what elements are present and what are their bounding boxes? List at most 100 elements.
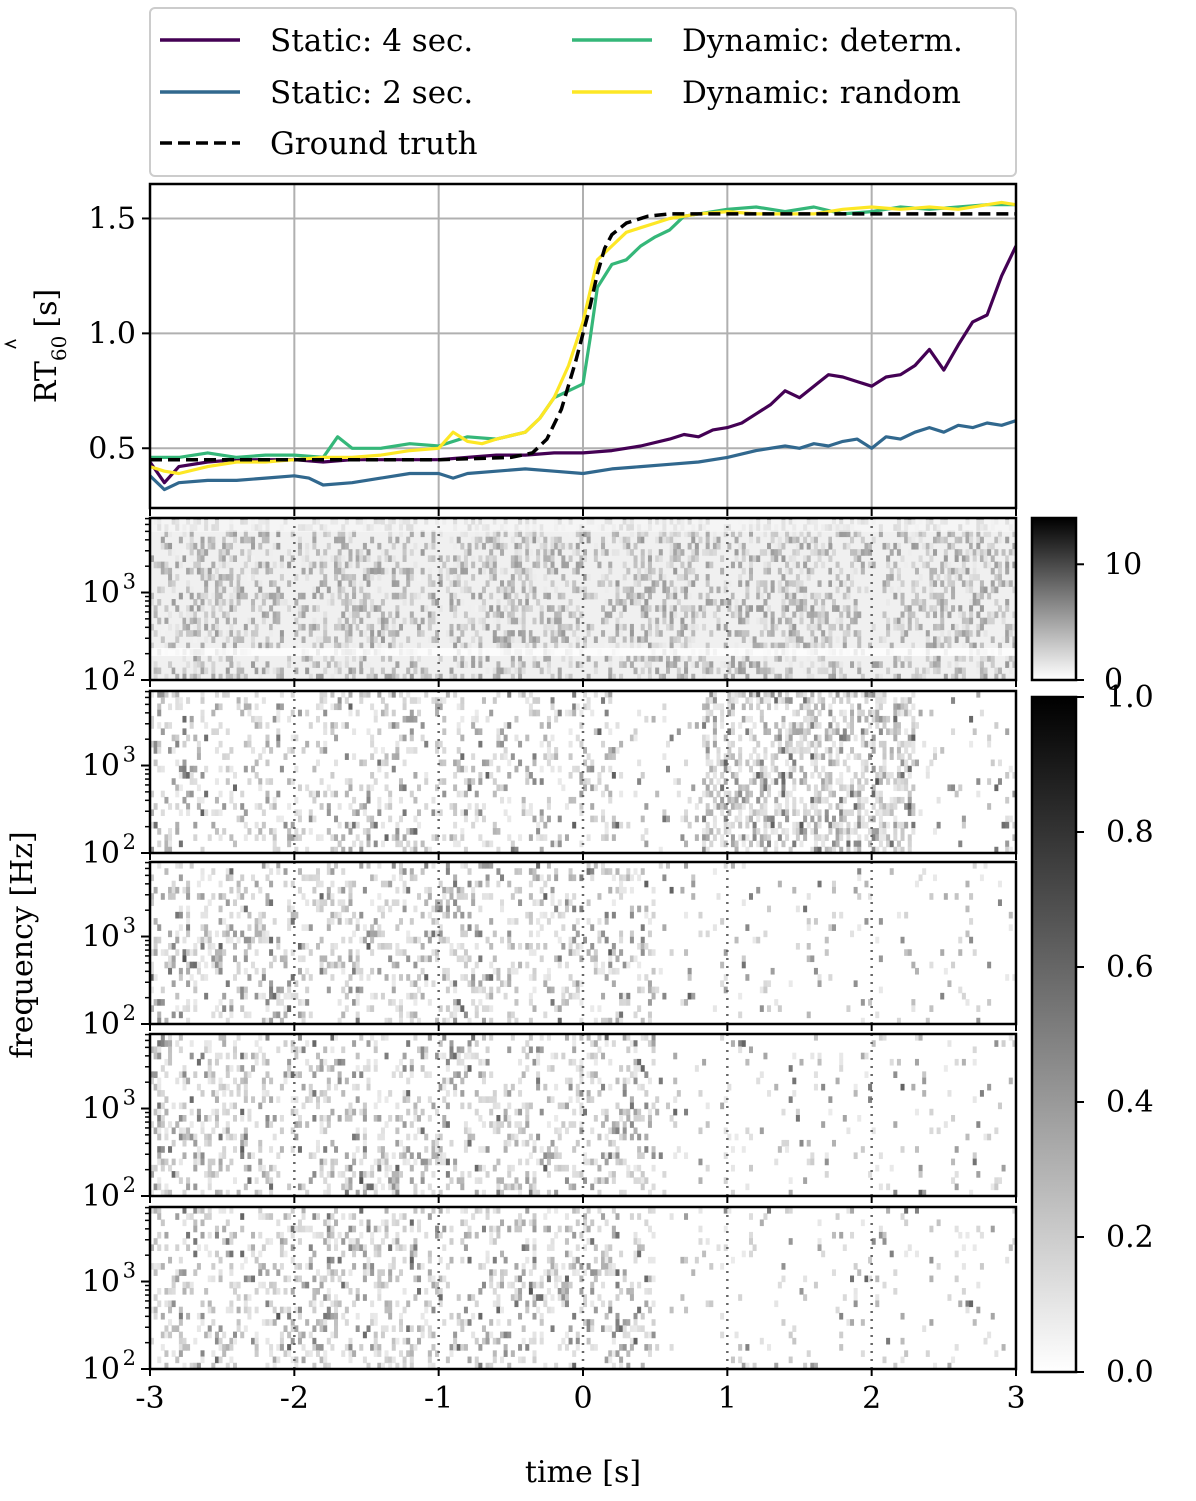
- spectrogram-cell: [518, 549, 523, 556]
- spectrogram-cell: [716, 530, 721, 538]
- spectrogram-cell: [344, 617, 349, 625]
- spectrogram-cell: [413, 828, 418, 835]
- spectrogram-cell: [384, 880, 389, 888]
- spectrogram-cell: [189, 715, 194, 723]
- spectrogram-cell: [882, 740, 887, 748]
- spectrogram-cell: [510, 846, 515, 854]
- spectrogram-cell: [929, 642, 934, 650]
- spectrogram-cell: [925, 642, 930, 650]
- spectrogram-cell: [929, 586, 934, 594]
- spectrogram-cell: [767, 542, 772, 550]
- spectrogram-cell: [741, 555, 746, 563]
- spectrogram-cell: [402, 759, 407, 767]
- spectrogram-cell: [417, 574, 422, 581]
- spectrogram-cell: [911, 691, 916, 698]
- spectrogram-cell: [370, 740, 375, 748]
- spectrogram-cell: [503, 642, 508, 650]
- spectrogram-cell: [471, 592, 476, 600]
- spectrogram-cell: [243, 561, 248, 569]
- spectrogram-cell: [914, 542, 919, 550]
- spectrogram-cell: [958, 536, 963, 544]
- spectrogram-cell: [243, 809, 248, 817]
- spectrogram-cell: [633, 542, 638, 550]
- spectrogram-cell: [723, 815, 728, 823]
- spectrogram-cell: [380, 617, 385, 625]
- spectrogram-cell: [987, 734, 992, 742]
- spectrogram-cell: [745, 673, 750, 681]
- spectrogram-cell: [344, 673, 349, 681]
- spectrogram-cell: [211, 536, 216, 544]
- spectrogram-cell: [853, 753, 858, 760]
- spectrogram-cell: [918, 709, 923, 717]
- spectrogram-cell: [330, 592, 335, 600]
- spectrogram-cell: [445, 967, 450, 975]
- spectrogram-cell: [601, 790, 606, 798]
- spectrogram-cell: [983, 630, 988, 637]
- spectrogram-cell: [168, 886, 173, 894]
- spectrogram-cell: [813, 636, 818, 644]
- spectrogram-cell: [478, 673, 483, 681]
- spectrogram-cell: [301, 1017, 306, 1025]
- spectrogram-cell: [705, 784, 710, 792]
- spectrogram-cell: [886, 715, 891, 723]
- spectrogram-cell: [593, 661, 598, 668]
- spectrogram-cell: [821, 753, 826, 760]
- spectrogram-cell: [366, 655, 371, 662]
- spectrogram-cell: [359, 661, 364, 668]
- spectrogram-cell: [933, 667, 938, 675]
- spectrogram-cell: [287, 986, 292, 994]
- spectrogram-cell: [236, 630, 241, 637]
- spectrogram-cell: [463, 893, 468, 900]
- spectrogram-cell: [362, 803, 367, 810]
- spectrogram-cell: [857, 803, 862, 810]
- spectrogram-cell: [647, 567, 652, 575]
- spectrogram-cell: [658, 536, 663, 544]
- spectrogram-cell: [546, 623, 551, 631]
- spectrogram-cell: [752, 772, 757, 779]
- spectrogram-cell: [435, 899, 440, 907]
- spectrogram-cell: [276, 862, 281, 869]
- spectrogram-cell: [994, 722, 999, 729]
- spectrogram-cell: [388, 630, 393, 637]
- spectrogram-cell: [720, 796, 725, 804]
- spectrogram-cell: [871, 834, 876, 841]
- spectrogram-cell: [586, 834, 591, 841]
- spectrogram-cell: [435, 1017, 440, 1025]
- spectrogram-cell: [886, 561, 891, 569]
- spectrogram-cell: [312, 661, 317, 668]
- spectrogram-cell: [211, 709, 216, 717]
- spectrogram-cell: [759, 759, 764, 767]
- spectrogram-cell: [745, 605, 750, 612]
- spectrogram-cell: [748, 803, 753, 810]
- spectrogram-cell: [601, 834, 606, 841]
- spectrogram-cell: [388, 943, 393, 950]
- spectrogram-cell: [168, 567, 173, 575]
- spectrogram-cell: [334, 759, 339, 767]
- spectrogram-cell: [698, 536, 703, 544]
- spectrogram-cell: [788, 617, 793, 625]
- spectrogram-cell: [525, 642, 530, 650]
- spectrogram-cell: [326, 893, 331, 900]
- spectrogram-cell: [943, 536, 948, 544]
- spectrogram-cell: [622, 599, 627, 606]
- spectrogram-cell: [712, 611, 717, 619]
- spectrogram-cell: [463, 549, 468, 556]
- spectrogram-cell: [334, 846, 339, 854]
- spectrogram-cell: [730, 740, 735, 748]
- spectrogram-cell: [337, 586, 342, 594]
- spectrogram-cell: [604, 784, 609, 792]
- spectrogram-cell: [900, 778, 905, 785]
- spectrogram-cell: [1005, 536, 1010, 544]
- spectrogram-cell: [283, 880, 288, 888]
- spectrogram-cell: [669, 611, 674, 619]
- spectrogram-cell: [463, 846, 468, 854]
- spectrogram-cell: [463, 642, 468, 650]
- spectrogram-cell: [824, 592, 829, 600]
- spectrogram-cell: [781, 790, 786, 798]
- spectrogram-cell: [294, 911, 299, 919]
- spectrogram-cell: [186, 1005, 191, 1012]
- spectrogram-cell: [839, 772, 844, 779]
- spectrogram-cell: [828, 772, 833, 779]
- spectrogram-cell: [193, 617, 198, 625]
- spectrogram-cell: [362, 567, 367, 575]
